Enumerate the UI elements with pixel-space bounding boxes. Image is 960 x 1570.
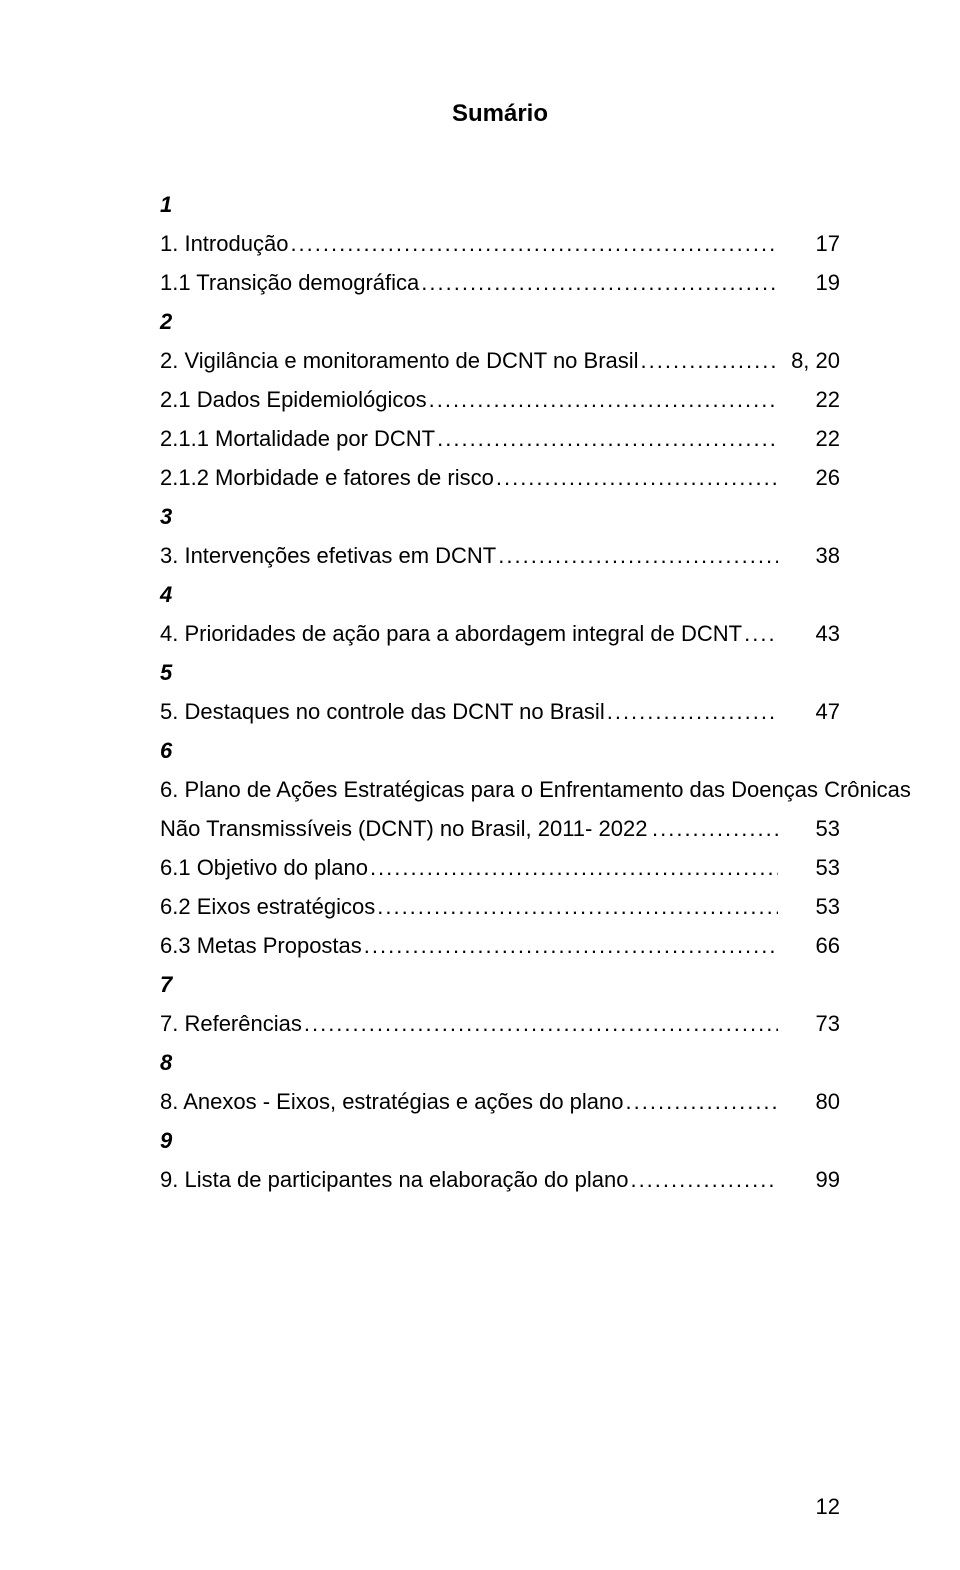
toc-entry: 3. Intervenções efetivas em DCNT 38 bbox=[160, 539, 840, 572]
toc-entry-label: 5. Destaques no controle das DCNT no Bra… bbox=[160, 695, 605, 728]
toc-entry-label: 6. Plano de Ações Estratégicas para o En… bbox=[160, 773, 911, 806]
toc-entry-page: 80 bbox=[780, 1085, 840, 1118]
toc-entry-label: 9. Lista de participantes na elaboração … bbox=[160, 1163, 628, 1196]
toc-leader bbox=[626, 1085, 778, 1118]
toc-entry-label: 7. Referências bbox=[160, 1007, 302, 1040]
toc-entry: 2 bbox=[160, 305, 840, 338]
toc-entry-label: 3. Intervenções efetivas em DCNT bbox=[160, 539, 496, 572]
toc-leader bbox=[641, 344, 778, 377]
toc-leader bbox=[630, 1163, 778, 1196]
toc-leader bbox=[496, 461, 778, 494]
toc-entry-page: 43 bbox=[780, 617, 840, 650]
toc-entry: 1 bbox=[160, 188, 840, 221]
toc-entry-label: 4 bbox=[160, 578, 172, 611]
toc-entry-label: 2.1.2 Morbidade e fatores de risco bbox=[160, 461, 494, 494]
toc-leader bbox=[607, 695, 778, 728]
toc-entry: 2.1 Dados Epidemiológicos 22 bbox=[160, 383, 840, 416]
toc-entry-page: 26 bbox=[780, 461, 840, 494]
toc-entry: 6. Plano de Ações Estratégicas para o En… bbox=[160, 773, 840, 806]
toc-entry: 8. Anexos - Eixos, estratégias e ações d… bbox=[160, 1085, 840, 1118]
toc-entry-page: 53 bbox=[780, 812, 840, 845]
toc-leader bbox=[421, 266, 778, 299]
toc-entry: 9. Lista de participantes na elaboração … bbox=[160, 1163, 840, 1196]
toc-entry-page: 17 bbox=[780, 227, 840, 260]
toc-entry-label: 4. Prioridades de ação para a abordagem … bbox=[160, 617, 742, 650]
toc-entry: 6.1 Objetivo do plano 53 bbox=[160, 851, 840, 884]
toc-entry-page: 66 bbox=[780, 929, 840, 962]
toc-entry-label: 3 bbox=[160, 500, 172, 533]
toc-leader bbox=[304, 1007, 778, 1040]
toc-entry: 4. Prioridades de ação para a abordagem … bbox=[160, 617, 840, 650]
toc-entry-page: 53 bbox=[780, 890, 840, 923]
toc-entry: 6.3 Metas Propostas 66 bbox=[160, 929, 840, 962]
toc-entry-label: 2.1.1 Mortalidade por DCNT bbox=[160, 422, 435, 455]
document-page: Sumário 1 1. Introdução 17 1.1 Transição d… bbox=[0, 0, 960, 1570]
toc-entry-label: 6.2 Eixos estratégicos bbox=[160, 890, 375, 923]
toc-entry: 1. Introdução 17 bbox=[160, 227, 840, 260]
toc-entry-continuation: Não Transmissíveis (DCNT) no Brasil, 201… bbox=[198, 812, 840, 845]
toc-leader bbox=[364, 929, 778, 962]
toc-entry: 2. Vigilância e monitoramento de DCNT no… bbox=[160, 344, 840, 377]
toc-entry: 1.1 Transição demográfica 19 bbox=[160, 266, 840, 299]
toc-entry-label: 1 bbox=[160, 188, 172, 221]
toc-entry-page: 47 bbox=[780, 695, 840, 728]
toc-leader bbox=[370, 851, 778, 884]
toc-entry: 5 bbox=[160, 656, 840, 689]
toc-entry-label: 8. Anexos - Eixos, estratégias e ações d… bbox=[160, 1085, 624, 1118]
toc-entry-page: 22 bbox=[780, 422, 840, 455]
toc-entry-label: 1. Introdução bbox=[160, 227, 288, 260]
toc-leader bbox=[437, 422, 778, 455]
toc-entry: 2.1.2 Morbidade e fatores de risco 26 bbox=[160, 461, 840, 494]
toc-entry: 6.2 Eixos estratégicos 53 bbox=[160, 890, 840, 923]
toc-leader bbox=[744, 617, 778, 650]
toc-entry: 3 bbox=[160, 500, 840, 533]
toc-entry-label: 8 bbox=[160, 1046, 172, 1079]
toc-entry-label: 6.3 Metas Propostas bbox=[160, 929, 362, 962]
toc-entry-label: 1.1 Transição demográfica bbox=[160, 266, 419, 299]
toc-leader bbox=[649, 812, 778, 845]
toc-entry-page: 22 bbox=[780, 383, 840, 416]
toc-entry-page: 19 bbox=[780, 266, 840, 299]
toc-entry-label: 6 bbox=[160, 734, 172, 767]
toc-leader bbox=[290, 227, 778, 260]
toc-entry-label: 2. Vigilância e monitoramento de DCNT no… bbox=[160, 344, 639, 377]
toc-entry: 7 bbox=[160, 968, 840, 1001]
toc-entry-page: 99 bbox=[780, 1163, 840, 1196]
toc-entry: 2.1.1 Mortalidade por DCNT 22 bbox=[160, 422, 840, 455]
toc-entry-page: 53 bbox=[780, 851, 840, 884]
toc-leader bbox=[498, 539, 778, 572]
toc-entry-page: 38 bbox=[780, 539, 840, 572]
toc-leader bbox=[377, 890, 778, 923]
toc-leader bbox=[429, 383, 778, 416]
toc-entry-continuation-label: Não Transmissíveis (DCNT) no Brasil, 201… bbox=[198, 812, 647, 845]
toc-entry-label: 5 bbox=[160, 656, 172, 689]
toc-entry-page: 8, 20 bbox=[780, 344, 840, 377]
toc-entry: 8 bbox=[160, 1046, 840, 1079]
toc-entry-label: 9 bbox=[160, 1124, 172, 1157]
toc-title: Sumário bbox=[160, 100, 840, 128]
toc-entry: 7. Referências 73 bbox=[160, 1007, 840, 1040]
toc-body: 1 1. Introdução 17 1.1 Transição demográfi… bbox=[160, 188, 840, 1196]
page-number: 12 bbox=[816, 1494, 840, 1520]
toc-entry-label: 2.1 Dados Epidemiológicos bbox=[160, 383, 427, 416]
toc-entry-label: 6.1 Objetivo do plano bbox=[160, 851, 368, 884]
toc-entry-label: 2 bbox=[160, 305, 172, 338]
toc-entry-label: 7 bbox=[160, 968, 172, 1001]
toc-entry: 4 bbox=[160, 578, 840, 611]
toc-entry: 6 bbox=[160, 734, 840, 767]
toc-entry: 9 bbox=[160, 1124, 840, 1157]
toc-entry-page: 73 bbox=[780, 1007, 840, 1040]
toc-entry: 5. Destaques no controle das DCNT no Bra… bbox=[160, 695, 840, 728]
